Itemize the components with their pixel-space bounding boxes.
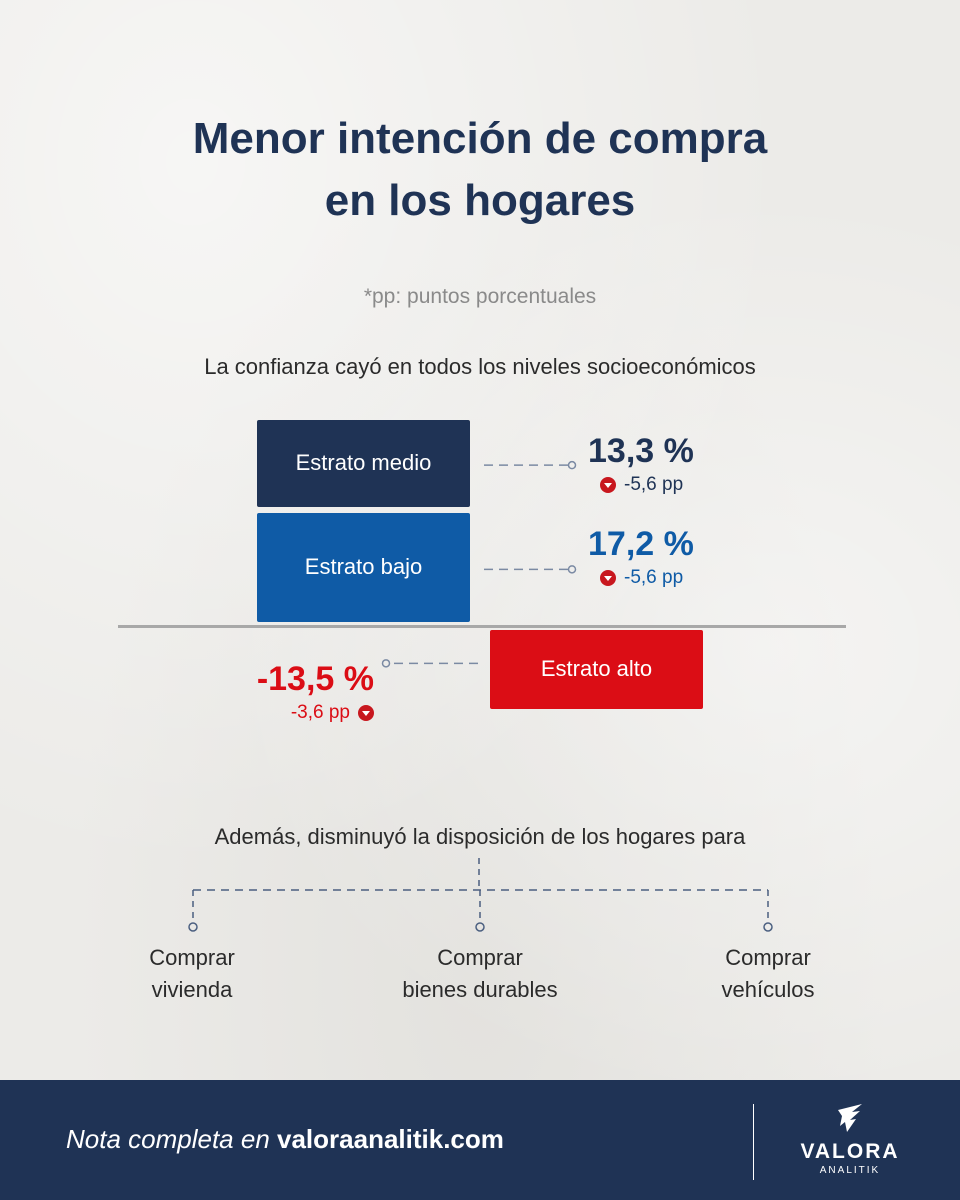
item-comprar-vivienda: Comprar vivienda [82,942,302,1006]
logo-subtitle: ANALITIK [819,1165,881,1176]
bar-change-label: -5,6 pp [600,474,683,496]
title-line-2: en los hogares [324,176,636,225]
bar-label: Estrato medio [295,450,432,476]
item-line-2: bienes durables [402,977,558,1002]
down-arrow-icon [600,476,616,493]
title-line-1: Menor intención de compra [192,114,768,163]
footer-divider [753,1104,754,1180]
down-arrow-icon [358,705,374,721]
bar-estrato-alto [490,630,703,709]
item-line-1: Comprar [437,945,523,970]
bar-change-label: -5,6 pp [600,567,683,589]
chart-baseline [118,625,846,628]
bar-value-label: -13,5 % [256,660,374,698]
bar-estrato-medio [257,419,470,507]
bar-value-label: 17,2 % [588,524,694,563]
page-title: Menor intención de compra en los hogares [0,108,960,232]
change-text: -5,6 pp [624,566,684,588]
bar-change-label: -3,6 pp [291,702,374,724]
bar-label: Estrato bajo [304,554,423,580]
footer-prefix: Nota completa en [66,1124,278,1154]
item-line-1: Comprar [149,945,235,970]
logo-wordmark: VALORA [800,1140,900,1163]
item-comprar-vehiculos: Comprar vehículos [658,942,878,1006]
bar-label: Estrato alto [540,656,653,682]
change-text: -5,6 pp [624,473,684,495]
bar-estrato-bajo [257,512,470,622]
item-comprar-bienes-durables: Comprar bienes durables [370,942,590,1006]
chart-subtitle: La confianza cayó en todos los niveles s… [204,354,756,379]
bar-value-label: 13,3 % [588,431,694,470]
change-text: -3,6 pp [290,702,350,723]
item-line-1: Comprar [725,945,811,970]
intro-text: Además, disminuyó la disposición de los … [214,824,746,849]
footer-link[interactable]: valoraanalitik.com [277,1124,504,1154]
footer-bar: Nota completa en valoraanalitik.com VALO… [0,1080,960,1200]
item-line-2: vehículos [721,977,815,1002]
footer-note: Nota completa en valoraanalitik.com [66,1124,504,1155]
valora-wing-icon [838,1104,862,1132]
valora-logo: VALORA ANALITIK [800,1102,900,1182]
pp-footnote: *pp: puntos porcentuales [363,285,597,308]
item-line-2: vivienda [151,977,233,1002]
down-arrow-icon [600,569,616,586]
